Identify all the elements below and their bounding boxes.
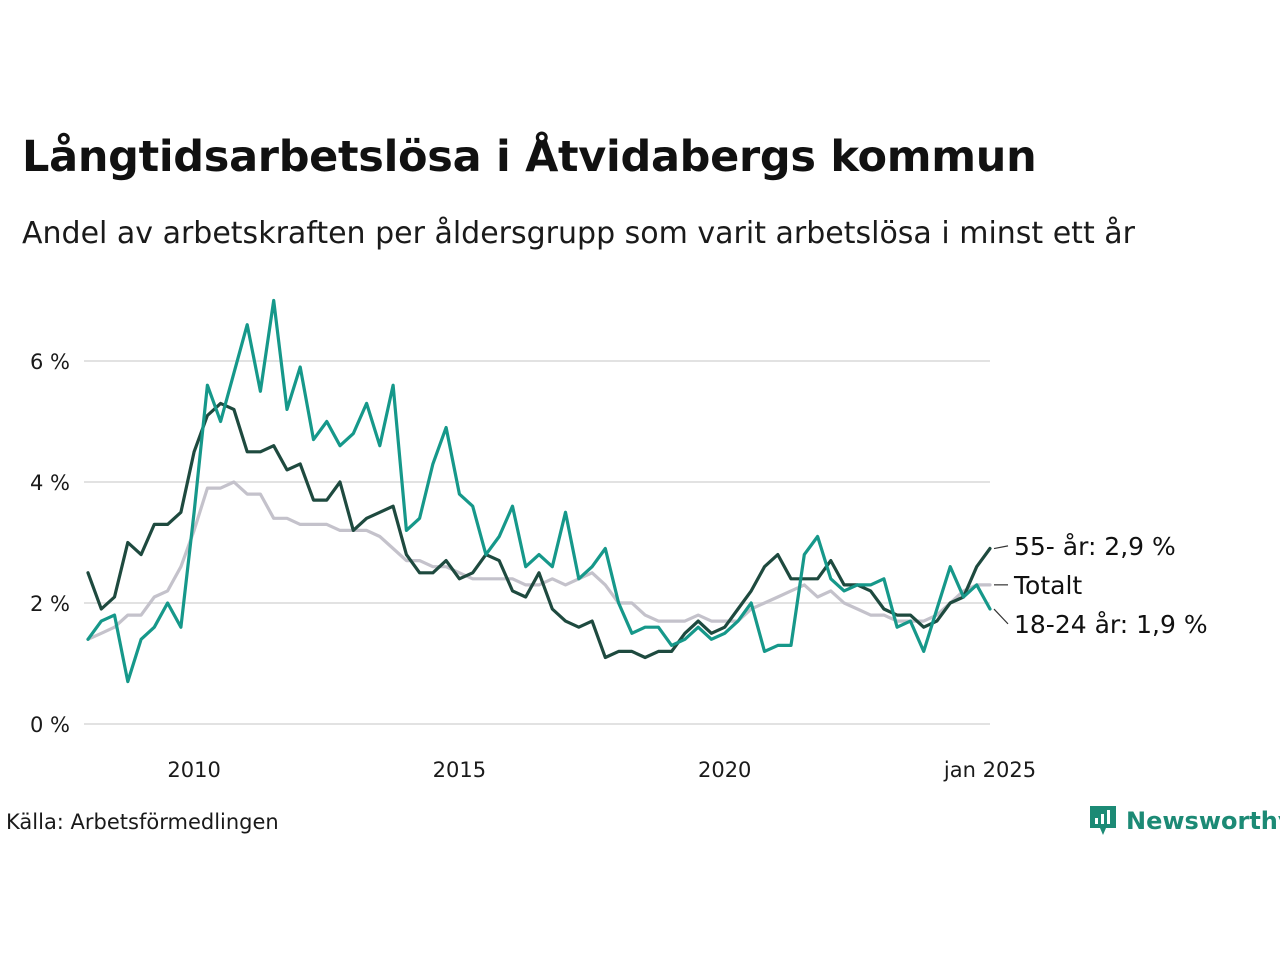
y-tick-label: 6 % xyxy=(30,350,70,374)
newsworthy-logo-icon xyxy=(1090,806,1116,835)
brand-logo[interactable]: Newsworthy xyxy=(1088,804,1280,838)
series-line-total xyxy=(86,480,992,641)
x-tick-label: 2015 xyxy=(433,758,486,782)
series-line-age_55 xyxy=(86,401,992,660)
series-lines xyxy=(86,298,992,684)
y-tick-label: 4 % xyxy=(30,471,70,495)
x-tick-label: 2020 xyxy=(698,758,751,782)
end-labels: 55- år: 2,9 % Totalt 18-24 år: 1,9 % xyxy=(993,532,1208,639)
label-leader-line xyxy=(993,545,1009,550)
series-end-label: 55- år: 2,9 % xyxy=(1014,532,1176,561)
x-tick-label: jan 2025 xyxy=(943,758,1036,782)
source-note: Källa: Arbetsförmedlingen xyxy=(6,810,279,834)
x-tick-label: 2010 xyxy=(167,758,220,782)
y-tick-label: 2 % xyxy=(30,592,70,616)
series-end-label: 18-24 år: 1,9 % xyxy=(1014,610,1208,639)
x-axis-ticks: 2010 2015 2020 jan 2025 xyxy=(167,758,1036,782)
chart-subtitle: Andel av arbetskraften per åldersgrupp s… xyxy=(22,216,1135,251)
chart-title: Långtidsarbetslösa i Åtvidabergs kommun xyxy=(22,132,1037,182)
y-tick-label: 0 % xyxy=(30,713,70,737)
series-end-label: Totalt xyxy=(1013,571,1082,600)
label-leader-line xyxy=(993,608,1009,625)
brand-name: Newsworthy xyxy=(1126,807,1280,835)
series-line-age_18_24 xyxy=(86,298,992,684)
grid-lines xyxy=(84,360,990,725)
y-axis-ticks: 0 % 2 % 4 % 6 % xyxy=(30,350,70,737)
